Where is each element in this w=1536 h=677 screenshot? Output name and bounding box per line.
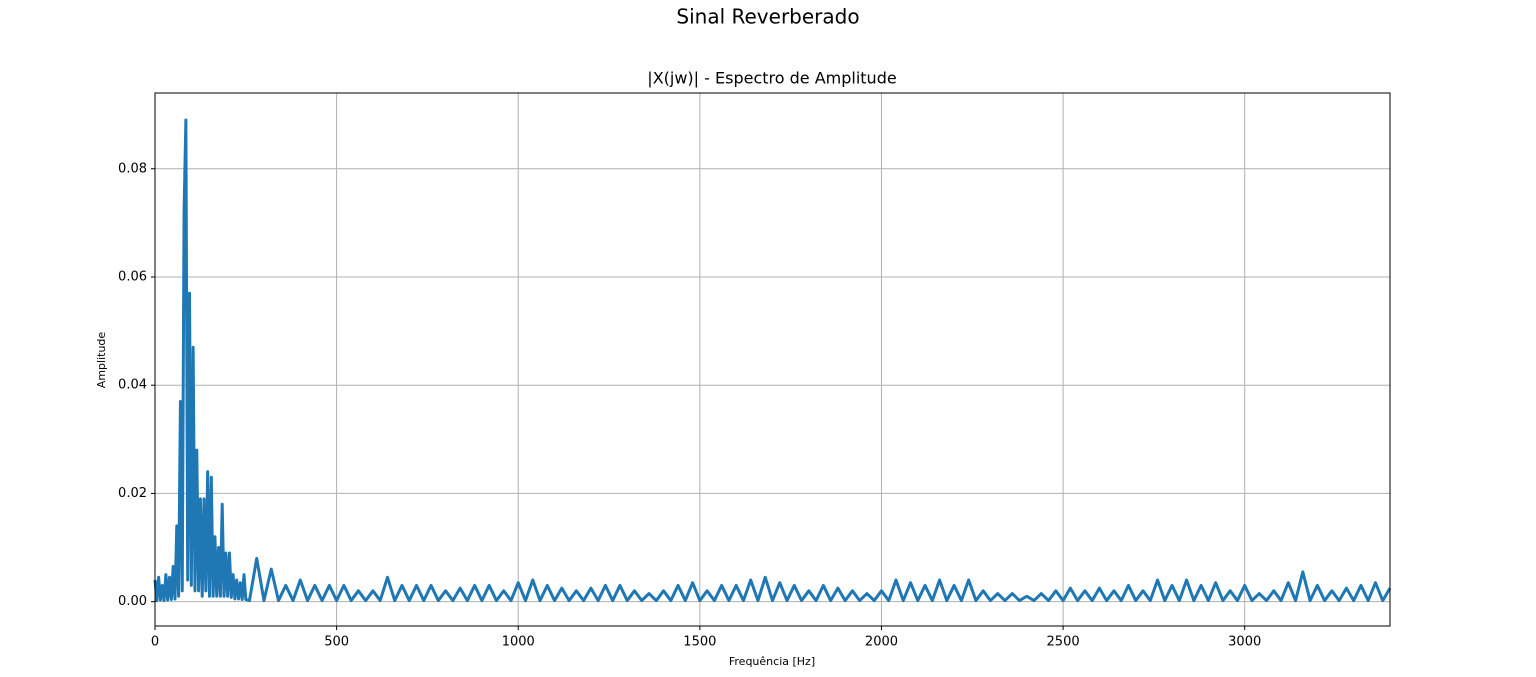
x-axis-label: Frequência [Hz] (729, 655, 815, 668)
y-tick-label: 0.00 (118, 594, 147, 609)
x-tick-label: 2000 (865, 635, 898, 650)
y-tick-label: 0.06 (118, 269, 147, 284)
x-tick-label: 2500 (1047, 635, 1080, 650)
x-tick-label: 3000 (1228, 635, 1261, 650)
chart-title: |X(jw)| - Espectro de Amplitude (647, 69, 896, 88)
y-tick-label: 0.08 (118, 161, 147, 176)
x-tick-label: 1500 (683, 635, 716, 650)
series-line (153, 118, 1392, 603)
y-axis-label: Amplitude (95, 332, 108, 389)
y-tick-label: 0.04 (118, 378, 147, 393)
x-tick-label: 0 (151, 635, 159, 650)
suptitle: Sinal Reverberado (676, 5, 859, 29)
plot-frame (154, 92, 1391, 627)
y-tick-label: 0.02 (118, 486, 147, 501)
x-tick-label: 1000 (502, 635, 535, 650)
x-tick-label: 500 (324, 635, 349, 650)
